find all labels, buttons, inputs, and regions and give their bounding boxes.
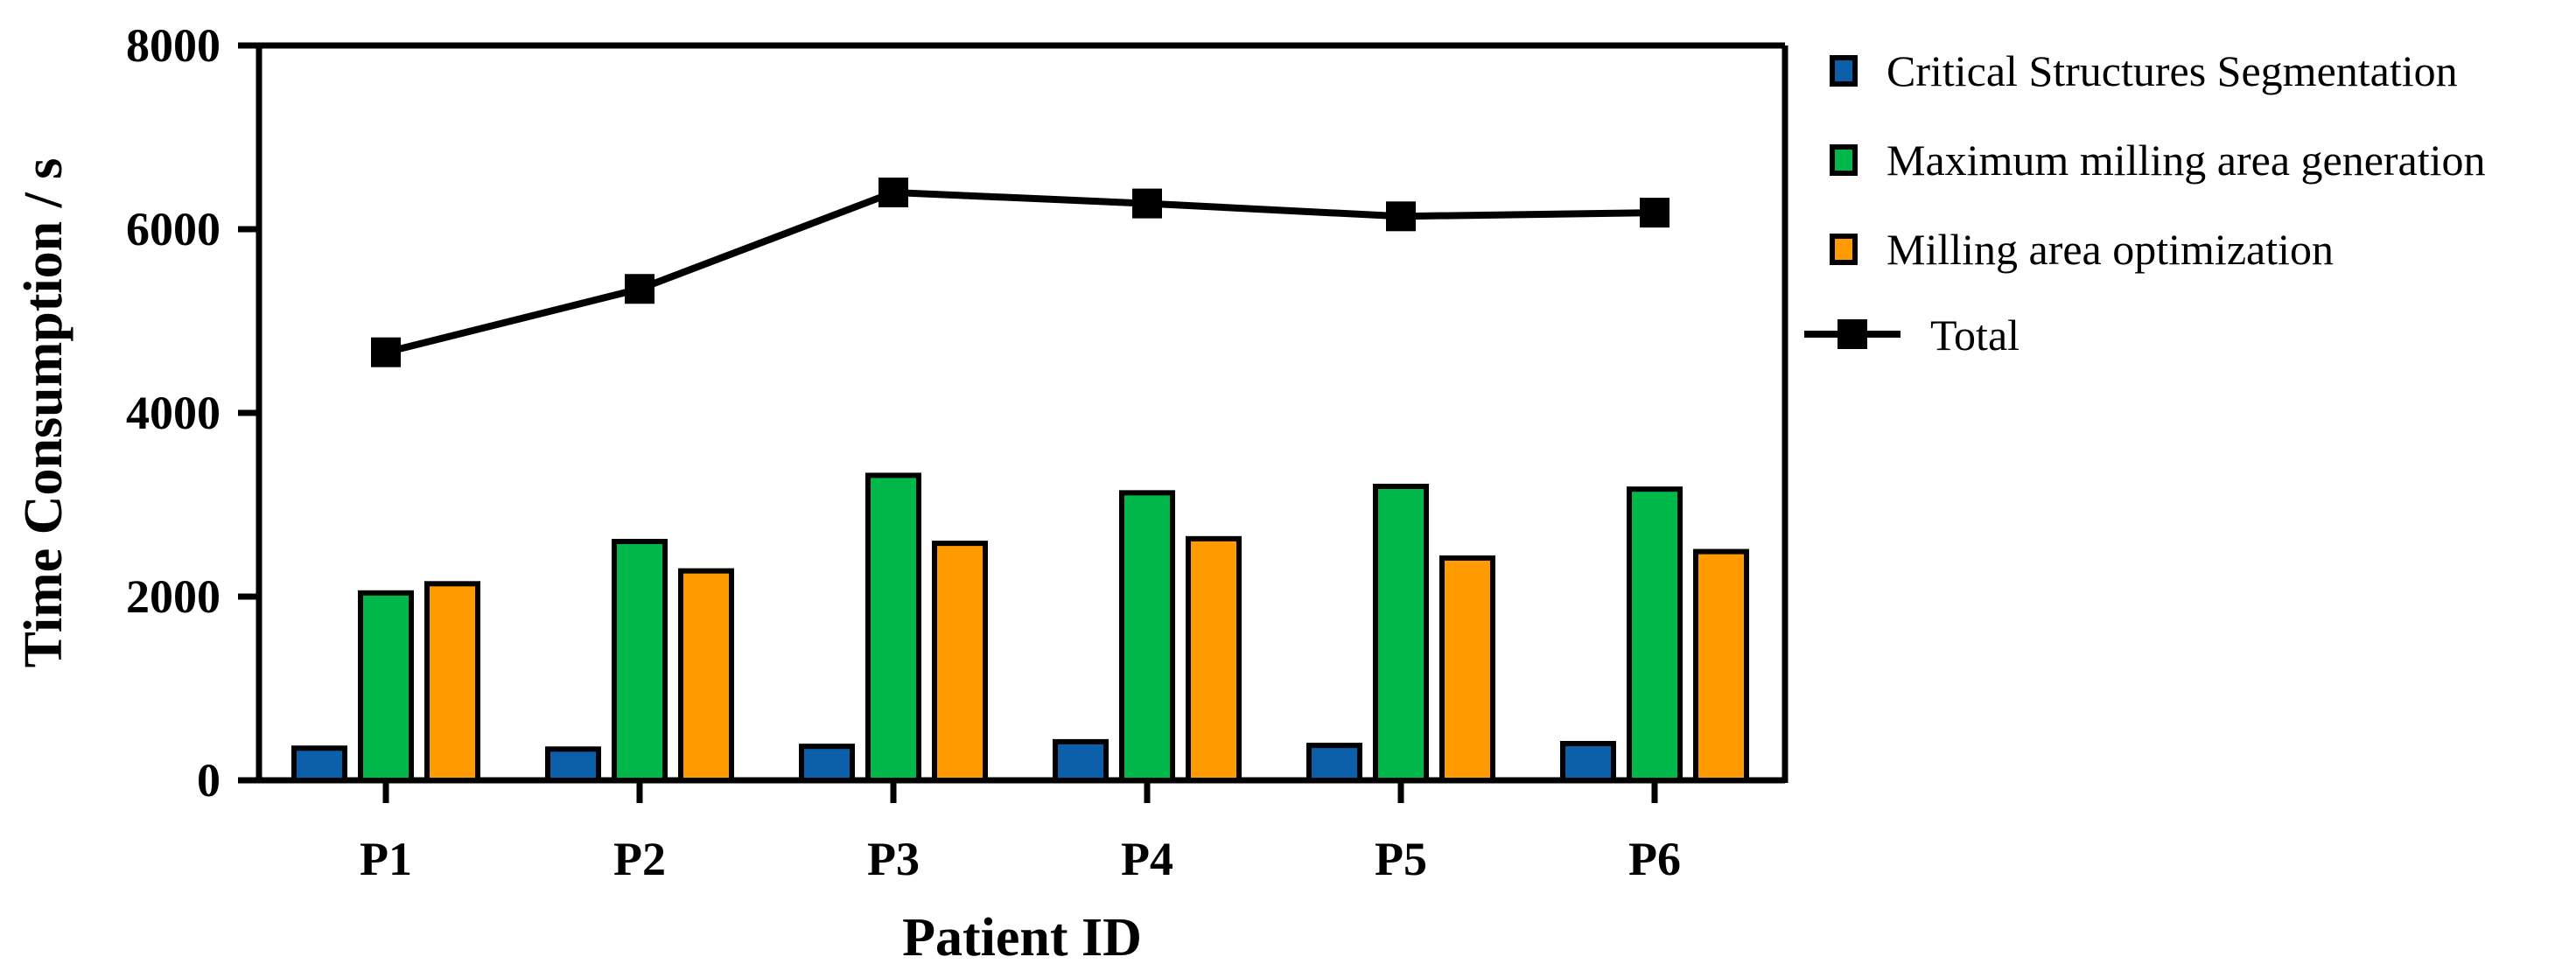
- y-tick-label: 6000: [126, 203, 220, 255]
- bar-milling-optimization-p6: [1693, 548, 1749, 783]
- bar-critical-structures-p2: [545, 746, 601, 783]
- bar-critical-structures-p4: [1053, 738, 1109, 784]
- legend-swatch-critical-structures: [1830, 55, 1858, 87]
- legend-label-total: Total: [1930, 311, 2020, 360]
- total-line-series: [371, 178, 1670, 367]
- total-line: [385, 188, 1656, 356]
- total-point-p3: [878, 178, 908, 207]
- bar-maximum-milling-p1: [358, 590, 414, 783]
- legend-label-milling-optimization: Milling area optimization: [1886, 225, 2334, 274]
- x-axis-title: Patient ID: [902, 908, 1142, 968]
- x-tick-label: P5: [1375, 833, 1427, 885]
- bars: [291, 472, 1749, 784]
- bar-critical-structures-p5: [1306, 743, 1362, 783]
- legend-swatch-milling-optimization: [1830, 234, 1858, 265]
- bar-milling-optimization-p2: [678, 568, 734, 783]
- bar-maximum-milling-p3: [865, 472, 921, 784]
- y-ticks: 0 2000 4000 6000 8000: [126, 19, 259, 807]
- x-tick-label: P3: [867, 833, 920, 885]
- legend: Critical Structures Segmentation Maximum…: [1804, 46, 2486, 360]
- bar-critical-structures-p6: [1560, 741, 1616, 783]
- y-tick-label: 8000: [126, 19, 220, 72]
- total-point-p4: [1132, 188, 1162, 219]
- x-tick-label: P2: [613, 833, 666, 885]
- bar-milling-optimization-p3: [932, 541, 988, 783]
- bar-maximum-milling-p2: [612, 539, 668, 783]
- y-axis-title: Time Consumption / s: [14, 158, 74, 668]
- bar-milling-optimization-p1: [424, 581, 480, 783]
- x-tick-label: P6: [1628, 833, 1681, 885]
- bar-maximum-milling-p6: [1627, 486, 1683, 784]
- total-point-p1: [371, 337, 401, 367]
- bar-maximum-milling-p4: [1119, 490, 1175, 783]
- bar-critical-structures-p3: [799, 744, 855, 784]
- x-tick-label: P4: [1121, 833, 1173, 885]
- x-ticks: P1 P2 P3 P4 P5 P6: [360, 780, 1681, 885]
- total-point-p2: [625, 274, 654, 304]
- y-tick-label: 0: [197, 754, 220, 807]
- bar-critical-structures-p1: [291, 745, 347, 783]
- legend-marker-total: [1838, 319, 1867, 349]
- bar-milling-optimization-p4: [1186, 535, 1242, 783]
- legend-label-maximum-milling: Maximum milling area generation: [1886, 136, 2486, 185]
- legend-swatch-maximum-milling: [1830, 144, 1858, 176]
- bar-maximum-milling-p5: [1373, 484, 1429, 783]
- total-point-p6: [1640, 198, 1670, 228]
- total-point-p5: [1386, 201, 1416, 232]
- legend-label-critical-structures: Critical Structures Segmentation: [1886, 46, 2458, 95]
- y-tick-label: 4000: [126, 387, 220, 439]
- x-tick-label: P1: [360, 833, 412, 885]
- y-tick-label: 2000: [126, 570, 220, 623]
- bar-milling-optimization-p5: [1439, 555, 1495, 784]
